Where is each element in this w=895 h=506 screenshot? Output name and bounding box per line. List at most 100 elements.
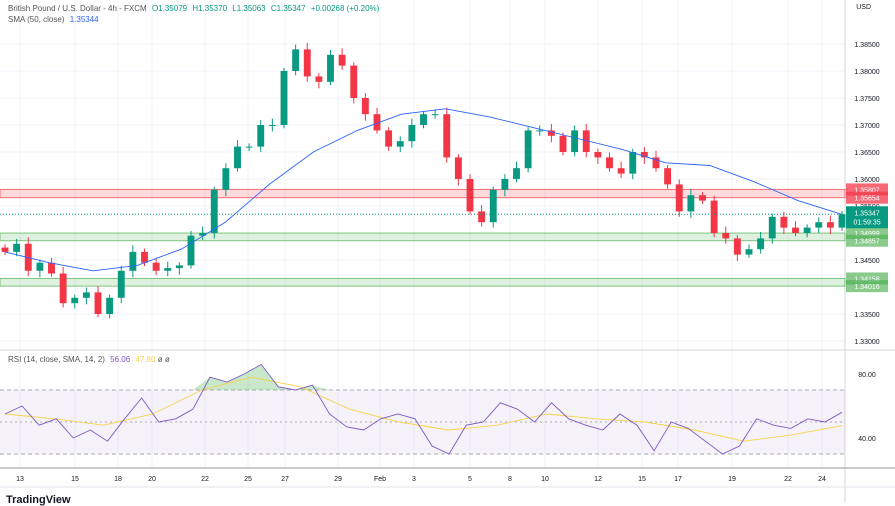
- candle-body: [141, 251, 148, 263]
- zone-price-label: 1.34857: [854, 239, 879, 246]
- rsi-tick-label: 80.00: [858, 372, 876, 379]
- candle-body: [164, 268, 172, 271]
- rsi-legend[interactable]: RSI (14, close, SMA, 14, 2) 56.06 47.80 …: [8, 355, 170, 364]
- candle-body: [745, 249, 753, 255]
- candle-body: [478, 211, 486, 223]
- sma-label: SMA (50, close): [8, 15, 65, 24]
- close-value: C1.35347: [270, 4, 306, 13]
- candle-body: [617, 168, 625, 174]
- time-tick-label: 25: [244, 476, 252, 483]
- time-tick-label: 8: [508, 476, 512, 483]
- candle-body: [245, 146, 253, 148]
- candle-body: [199, 233, 207, 236]
- rsi-line: [4, 363, 843, 455]
- time-tick-label: 19: [728, 476, 736, 483]
- candle-body: [420, 114, 427, 125]
- price-tick-label: 1.34500: [854, 258, 879, 265]
- candle-body: [187, 235, 195, 266]
- candle-body: [443, 114, 451, 158]
- candle-body: [524, 130, 532, 169]
- time-tick-label: 13: [16, 476, 24, 483]
- sma-value: 1.35344: [69, 15, 99, 24]
- candle-body: [710, 200, 718, 233]
- candle-body: [838, 214, 846, 228]
- candle-body: [815, 222, 823, 228]
- rsi-label: RSI (14, close, SMA, 14, 2): [8, 355, 105, 364]
- time-tick-label: 10: [541, 476, 549, 483]
- candle-body: [129, 251, 137, 271]
- time-tick-label: 20: [148, 476, 156, 483]
- candle-body: [675, 184, 683, 212]
- candle-body: [536, 130, 544, 132]
- candle-body: [13, 243, 21, 252]
- open-value: O1.35079: [151, 4, 188, 13]
- time-tick-label: 3: [412, 476, 416, 483]
- currency-label[interactable]: USD: [856, 4, 871, 11]
- candle-body: [222, 168, 230, 190]
- candle-body: [757, 238, 765, 250]
- candle-body: [733, 238, 741, 255]
- candle-body: [82, 292, 90, 298]
- candle-body: [629, 152, 637, 174]
- zone-support: [0, 232, 846, 242]
- price-tick-label: 1.33000: [854, 339, 879, 346]
- symbol-title: British Pound / U.S. Dollar - 4h - FXCM: [8, 4, 147, 13]
- time-tick-label: 18: [114, 476, 122, 483]
- candle-body: [59, 273, 67, 304]
- time-tick-label: 29: [334, 476, 342, 483]
- candle-body: [571, 130, 579, 152]
- candle-body: [303, 49, 311, 77]
- zone-price-label: 1.34016: [854, 284, 879, 291]
- price-tick-label: 1.36000: [854, 177, 879, 184]
- candle-body: [489, 189, 497, 223]
- candle-body: [71, 297, 79, 304]
- time-tick-label: 27: [281, 476, 289, 483]
- rsi-sma-value: 47.80: [135, 355, 156, 364]
- rsi-tick-label: 40.00: [858, 436, 876, 443]
- candle-body: [582, 130, 590, 152]
- low-value: L1.35063: [232, 4, 266, 13]
- zone-price-label: 1.35654: [854, 196, 879, 203]
- candle-body: [780, 216, 788, 228]
- candle-body: [210, 189, 218, 233]
- candle-body: [1, 247, 9, 252]
- candle-body: [594, 152, 602, 158]
- last-price-label: 1.35347: [854, 210, 879, 217]
- time-tick-label: 5: [468, 476, 472, 483]
- candle-body: [361, 98, 369, 115]
- candle-body: [350, 65, 358, 98]
- candle-body: [152, 262, 160, 271]
- candle-body: [327, 54, 334, 82]
- symbol-legend: British Pound / U.S. Dollar - 4h - FXCM …: [8, 4, 379, 13]
- time-tick-label: 22: [784, 476, 792, 483]
- time-tick-label: Feb: [374, 476, 386, 483]
- rsi-value: 56.06: [110, 355, 131, 364]
- candle-body: [257, 125, 265, 147]
- rsi-extra-1: ø: [157, 355, 163, 364]
- tradingview-logo[interactable]: TradingView: [6, 494, 71, 506]
- price-tick-label: 1.36500: [854, 150, 879, 157]
- zone-resistance: [0, 188, 846, 199]
- candle-body: [722, 233, 730, 239]
- candle-body: [48, 262, 55, 274]
- candle-body: [652, 157, 660, 169]
- sma-legend[interactable]: SMA (50, close) 1.35344: [8, 15, 99, 24]
- price-tick-label: 1.38000: [854, 69, 879, 76]
- candle-body: [768, 216, 776, 239]
- candle-body: [36, 262, 44, 271]
- rsi-extra-2: ø: [164, 355, 170, 364]
- rsi-overbought-fill: [5, 364, 842, 390]
- candle-body: [234, 146, 241, 169]
- zone-price-label: 1.35807: [854, 187, 879, 194]
- time-tick-label: 15: [638, 476, 646, 483]
- candle-body: [513, 168, 520, 179]
- time-tick-label: 22: [201, 476, 209, 483]
- candle-body: [606, 157, 613, 169]
- candle-body: [292, 49, 300, 71]
- candle-body: [640, 152, 648, 158]
- candle-body: [338, 54, 346, 66]
- candle-body: [94, 292, 102, 314]
- candle-body: [268, 125, 276, 126]
- time-tick-label: 15: [71, 476, 79, 483]
